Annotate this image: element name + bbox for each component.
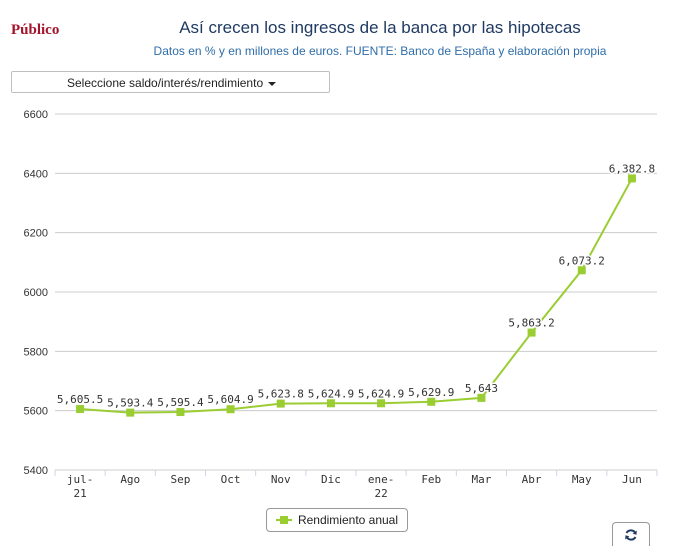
x-tick-label: Dic xyxy=(321,473,341,486)
data-point[interactable] xyxy=(427,397,436,406)
data-label: 6,073.2 xyxy=(559,254,605,267)
y-tick-label: 5600 xyxy=(24,406,48,418)
data-point[interactable] xyxy=(126,408,135,417)
x-tick-label: Nov xyxy=(271,473,291,486)
legend-item-rendimiento-anual[interactable]: Rendimiento anual xyxy=(266,508,408,532)
data-point[interactable] xyxy=(527,328,536,337)
data-point[interactable] xyxy=(176,408,185,417)
data-label: 6,382.8 xyxy=(609,162,655,175)
data-label: 5,595.4 xyxy=(157,396,204,409)
refresh-icon xyxy=(625,528,637,541)
y-tick-label: 6200 xyxy=(24,228,48,240)
data-label: 5,624.9 xyxy=(358,387,404,400)
x-tick-label: Abr xyxy=(522,473,542,486)
data-point[interactable] xyxy=(377,399,386,408)
legend-swatch xyxy=(275,516,292,524)
chart-title: Así crecen los ingresos de la banca por … xyxy=(179,18,581,37)
data-label: 5,643 xyxy=(465,382,498,395)
x-tick-label: ene-22 xyxy=(368,473,395,500)
x-tick-label: Oct xyxy=(221,473,241,486)
data-point[interactable] xyxy=(276,399,285,408)
data-label: 5,629.9 xyxy=(408,386,454,399)
y-tick-label: 5400 xyxy=(24,465,48,477)
x-tick-label: May xyxy=(572,473,592,486)
data-label: 5,593.4 xyxy=(107,397,154,410)
data-point[interactable] xyxy=(627,174,636,183)
data-point[interactable] xyxy=(226,405,235,414)
grid-lines xyxy=(55,113,657,471)
data-label: 5,604.9 xyxy=(207,393,253,406)
data-point[interactable] xyxy=(326,399,335,408)
y-tick-label: 5800 xyxy=(24,346,48,358)
data-point[interactable] xyxy=(477,393,486,402)
metric-selector-label: Seleccione saldo/interés/rendimiento xyxy=(67,76,264,90)
y-tick-label: 6600 xyxy=(24,109,48,121)
data-label: 5,624.9 xyxy=(308,387,354,400)
brand-logo: Público xyxy=(11,22,60,38)
x-tick-label: Mar xyxy=(471,473,491,486)
x-tick-label: jul-21 xyxy=(67,473,94,500)
legend-label: Rendimiento anual xyxy=(297,513,399,527)
data-label: 5,623.8 xyxy=(258,388,304,401)
x-tick-label: Sep xyxy=(170,473,190,486)
refresh-button[interactable] xyxy=(612,522,650,546)
y-axis: 5400 5600 5800 6000 6200 6400 6600 xyxy=(24,109,48,477)
caret-down-icon xyxy=(268,81,277,86)
y-tick-label: 6000 xyxy=(24,287,48,299)
chart-subtitle: Datos en % y en millones de euros. FUENT… xyxy=(153,44,607,58)
x-axis: jul-21 Ago Sep Oct Nov Dic ene-22 Feb Mar Abr May J… xyxy=(54,470,658,500)
series-line xyxy=(80,177,633,414)
y-tick-label: 6400 xyxy=(24,168,48,180)
x-tick-label: Feb xyxy=(421,473,441,486)
data-label: 5,863.2 xyxy=(508,317,554,330)
data-point[interactable] xyxy=(577,266,586,275)
metric-selector-dropdown[interactable]: Seleccione saldo/interés/rendimiento xyxy=(11,71,330,93)
data-label: 5,605.5 xyxy=(57,393,103,406)
data-point[interactable] xyxy=(76,405,85,414)
x-tick-label: Jun xyxy=(622,473,642,486)
x-tick-label: Ago xyxy=(120,473,140,486)
series-rendimiento-anual: 5,605.5 5,593.4 5,595.4 5,604.9 5,623.8 5,624… xyxy=(55,161,657,417)
